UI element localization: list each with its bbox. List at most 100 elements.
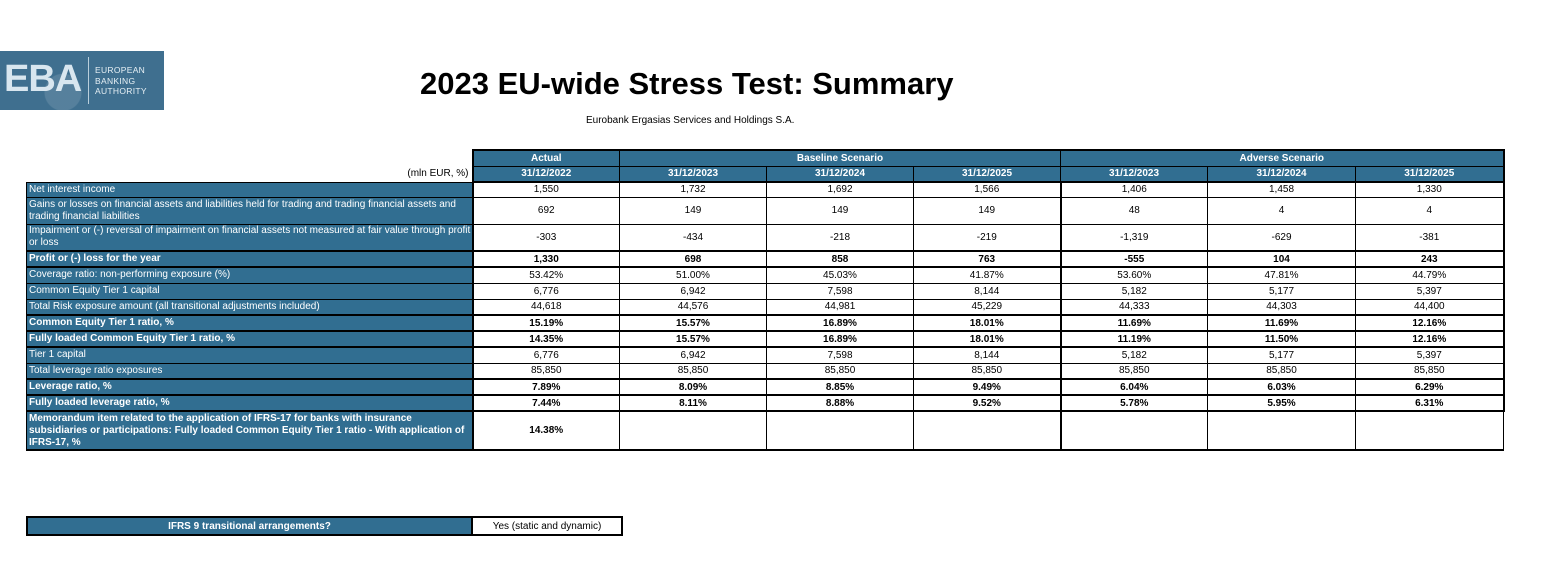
- table-row: Common Equity Tier 1 capital 6,776 6,942 7,…: [26, 282, 1505, 299]
- value-cell: 44,618: [471, 298, 620, 315]
- value-cell: [766, 410, 914, 451]
- logo-line: BANKING: [95, 75, 136, 86]
- date-header: 31/12/2025: [1355, 165, 1505, 183]
- value-cell: 6.04%: [1059, 378, 1209, 395]
- logo-line: AUTHORITY: [95, 86, 147, 96]
- value-cell: 14.35%: [471, 330, 620, 347]
- value-cell: 5,177: [1207, 282, 1357, 299]
- value-cell: 5,177: [1207, 346, 1357, 363]
- date-header: 31/12/2025: [912, 165, 1062, 183]
- ifrs9-answer: Yes (static and dynamic): [471, 516, 623, 536]
- value-cell: [912, 410, 1062, 451]
- value-cell: 11.69%: [1207, 314, 1357, 331]
- row-label: Fully loaded Common Equity Tier 1 ratio,…: [26, 330, 474, 347]
- row-label: Net interest income: [26, 181, 474, 197]
- value-cell: 1,550: [471, 181, 620, 197]
- value-cell: 149: [912, 196, 1062, 224]
- value-cell: 6,942: [619, 346, 767, 363]
- value-cell: [1207, 410, 1357, 451]
- table-row: Leverage ratio, % 7.89% 8.09% 8.85% 9.49% 6.0…: [26, 378, 1505, 395]
- value-cell: 6,776: [471, 346, 620, 363]
- row-label: Total leverage ratio exposures: [26, 362, 474, 379]
- value-cell: 85,850: [912, 362, 1062, 379]
- logo-divider: [88, 57, 89, 104]
- value-cell: -434: [619, 223, 767, 251]
- value-cell: [619, 410, 767, 451]
- ifrs9-question: IFRS 9 transitional arrangements?: [26, 516, 473, 536]
- value-cell: 44,400: [1355, 298, 1505, 315]
- value-cell: 5,182: [1059, 282, 1209, 299]
- value-cell: 5,397: [1355, 346, 1505, 363]
- value-cell: [1059, 410, 1209, 451]
- row-label: Leverage ratio, %: [26, 378, 474, 395]
- value-cell: 14.38%: [471, 410, 620, 451]
- value-cell: [1355, 410, 1505, 451]
- value-cell: 8.09%: [619, 378, 767, 395]
- row-label: Total Risk exposure amount (all transiti…: [26, 298, 474, 315]
- value-cell: 16.89%: [766, 314, 914, 331]
- value-cell: 6.29%: [1355, 378, 1505, 395]
- value-cell: 85,850: [1207, 362, 1357, 379]
- value-cell: 698: [619, 250, 767, 267]
- value-cell: 44.79%: [1355, 266, 1505, 283]
- row-label: Coverage ratio: non-performing exposure …: [26, 266, 474, 283]
- value-cell: 53.42%: [471, 266, 620, 283]
- value-cell: 8,144: [912, 282, 1062, 299]
- date-header: 31/12/2023: [619, 165, 767, 183]
- value-cell: 1,458: [1207, 181, 1357, 197]
- value-cell: 11.69%: [1059, 314, 1209, 331]
- table-row: Gains or losses on financial assets and …: [26, 196, 1505, 224]
- ifrs9-table: IFRS 9 transitional arrangements? Yes (s…: [26, 516, 623, 536]
- value-cell: 85,850: [1059, 362, 1209, 379]
- row-label: Fully loaded leverage ratio, %: [26, 394, 474, 411]
- value-cell: 41.87%: [912, 266, 1062, 283]
- group-header-adverse: Adverse Scenario: [1060, 149, 1505, 167]
- value-cell: 53.60%: [1059, 266, 1209, 283]
- value-cell: 1,330: [1355, 181, 1505, 197]
- group-header-actual: Actual: [471, 149, 620, 167]
- value-cell: 8,144: [912, 346, 1062, 363]
- table-row: Coverage ratio: non-performing exposure …: [26, 266, 1505, 283]
- value-cell: 18.01%: [912, 330, 1062, 347]
- value-cell: 1,692: [766, 181, 914, 197]
- value-cell: 7.89%: [471, 378, 620, 395]
- value-cell: 7,598: [766, 282, 914, 299]
- value-cell: -381: [1355, 223, 1505, 251]
- logo-abbreviation: EBA: [4, 58, 82, 100]
- date-header: 31/12/2023: [1060, 165, 1209, 183]
- value-cell: 47.81%: [1207, 266, 1357, 283]
- row-label: Gains or losses on financial assets and …: [26, 196, 474, 224]
- value-cell: 763: [912, 250, 1062, 267]
- value-cell: 7,598: [766, 346, 914, 363]
- value-cell: -303: [471, 223, 620, 251]
- table-row: Total Risk exposure amount (all transiti…: [26, 298, 1505, 315]
- value-cell: 4: [1355, 196, 1505, 224]
- value-cell: 44,981: [766, 298, 914, 315]
- value-cell: 1,732: [619, 181, 767, 197]
- value-cell: 85,850: [766, 362, 914, 379]
- value-cell: 44,576: [619, 298, 767, 315]
- page-title: 2023 EU-wide Stress Test: Summary: [420, 66, 954, 101]
- logo-full-name: EUROPEAN BANKING AUTHORITY: [95, 65, 147, 97]
- value-cell: -218: [766, 223, 914, 251]
- value-cell: 5,182: [1059, 346, 1209, 363]
- value-cell: 15.57%: [619, 330, 767, 347]
- value-cell: 11.19%: [1059, 330, 1209, 347]
- value-cell: 45,229: [912, 298, 1062, 315]
- value-cell: 5.95%: [1207, 394, 1357, 411]
- value-cell: 1,566: [912, 181, 1062, 197]
- value-cell: 6,776: [471, 282, 620, 299]
- value-cell: 6.03%: [1207, 378, 1357, 395]
- value-cell: 6.31%: [1355, 394, 1505, 411]
- row-label: Memorandum item related to the applicati…: [26, 410, 474, 451]
- value-cell: 12.16%: [1355, 314, 1505, 331]
- value-cell: 692: [471, 196, 620, 224]
- table-row: Tier 1 capital 6,776 6,942 7,598 8,144 5,182 5…: [26, 346, 1505, 363]
- date-header: 31/12/2022: [471, 165, 620, 183]
- value-cell: 48: [1059, 196, 1209, 224]
- row-label: Common Equity Tier 1 capital: [26, 282, 474, 299]
- value-cell: -555: [1059, 250, 1209, 267]
- row-label: Common Equity Tier 1 ratio, %: [26, 314, 474, 331]
- value-cell: 51.00%: [619, 266, 767, 283]
- table-row: Fully loaded leverage ratio, % 7.44% 8.11%…: [26, 394, 1505, 411]
